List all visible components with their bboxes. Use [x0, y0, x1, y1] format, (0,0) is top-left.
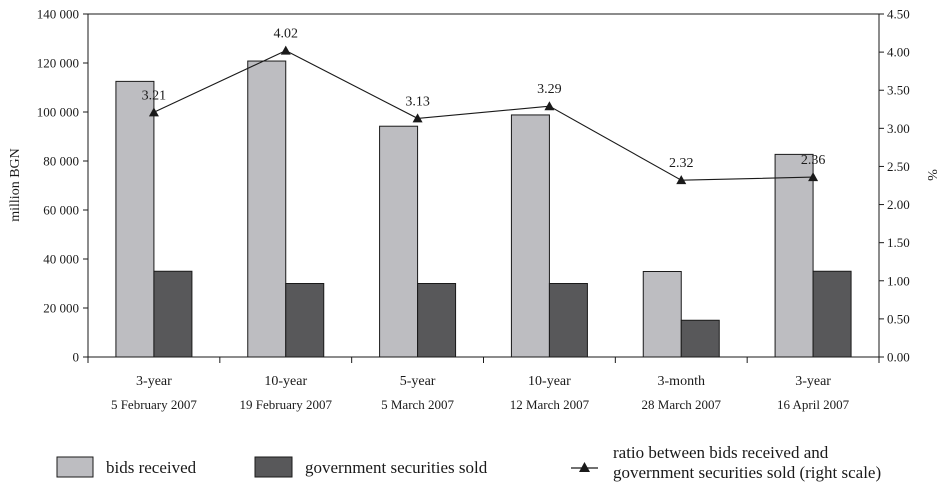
ratio-data-label: 3.21: [142, 88, 167, 103]
bar-bids-received: [510, 114, 550, 358]
category-label-line2: 12 March 2007: [510, 397, 590, 412]
category-label-line1: 3-month: [658, 374, 705, 389]
left-tick-label: 20 000: [43, 301, 79, 316]
ratio-marker: [676, 175, 687, 185]
legend-label-bids-received: bids received: [106, 458, 197, 477]
right-tick-label: 4.50: [887, 7, 910, 22]
left-axis-title: million BGN: [8, 148, 23, 222]
legend-label-securities-sold: government securities sold: [305, 458, 488, 477]
category-label-line2: 5 February 2007: [111, 397, 197, 412]
bar-bids-received: [379, 125, 419, 358]
right-tick-label: 1.00: [887, 273, 910, 288]
left-axis-ticks: 0 20 000 40 000 60 000 80 000 100 000 120 000 1…: [37, 7, 88, 365]
ratio-data-label: 2.36: [801, 153, 826, 168]
category-label-line2: 5 March 2007: [381, 397, 454, 412]
legend-swatch-bids-received: [56, 456, 94, 478]
bar-securities-sold: [680, 319, 720, 358]
bar-securities-sold: [417, 283, 457, 358]
ratio-data-label: 4.02: [274, 27, 299, 42]
category-label-line1: 3-year: [136, 374, 172, 389]
ratio-marker: [544, 101, 555, 111]
category-label-line2: 19 February 2007: [240, 397, 333, 412]
right-tick-label: 3.00: [887, 121, 910, 136]
category-label-line1: 5-year: [400, 374, 436, 389]
bar-bids-received: [774, 153, 814, 358]
right-axis-ticks: 0.00 0.50 1.00 1.50 2.00 2.50 3.00 3.50 4.00 4.50: [879, 7, 910, 365]
category-label-line1: 10-year: [528, 374, 571, 389]
left-tick-label: 140 000: [37, 7, 79, 22]
category-labels: 3-year 5 February 2007 10-year 19 February …: [87, 357, 880, 412]
ratio-marker: [280, 45, 291, 55]
bar-bids-received: [247, 60, 287, 358]
category-label-line1: 10-year: [264, 374, 307, 389]
right-tick-label: 0.00: [887, 350, 910, 365]
legend-label-ratio-line2: government securities sold (right scale): [613, 463, 881, 482]
right-tick-label: 4.00: [887, 45, 910, 60]
left-tick-label: 60 000: [43, 203, 79, 218]
right-tick-label: 2.00: [887, 197, 910, 212]
ratio-line: [153, 49, 814, 181]
ratio-marker: [148, 107, 159, 117]
ratio-data-label: 3.13: [405, 94, 430, 109]
ratio-marker: [808, 172, 819, 182]
right-tick-label: 2.50: [887, 159, 910, 174]
left-tick-label: 80 000: [43, 154, 79, 169]
legend-triangle-marker: [579, 462, 590, 472]
category-label-line2: 28 March 2007: [642, 397, 722, 412]
left-tick-label: 40 000: [43, 252, 79, 267]
left-tick-label: 0: [73, 350, 80, 365]
left-tick-label: 120 000: [37, 56, 79, 71]
bar-securities-sold: [812, 270, 852, 358]
bar-securities-sold: [285, 283, 325, 358]
category-label-line2: 16 April 2007: [777, 397, 850, 412]
left-tick-label: 100 000: [37, 105, 79, 120]
bar-bids-received: [642, 270, 682, 358]
bar-bids-received: [115, 80, 155, 358]
bars-layer: [115, 60, 852, 358]
legend-label-ratio-line1: ratio between bids received and: [613, 443, 829, 462]
legend-swatch-securities-sold: [254, 456, 293, 478]
plot-area-frame: [87, 13, 880, 358]
right-tick-label: 1.50: [887, 235, 910, 250]
bar-securities-sold: [548, 283, 588, 358]
ratio-line-layer: [148, 45, 819, 185]
right-tick-label: 3.50: [887, 83, 910, 98]
right-tick-label: 0.50: [887, 311, 910, 326]
ratio-data-label: 3.29: [537, 82, 562, 97]
category-label-line1: 3-year: [795, 374, 831, 389]
bar-securities-sold: [153, 270, 193, 358]
ratio-marker: [412, 113, 423, 123]
ratio-data-label: 2.32: [669, 156, 694, 171]
right-axis-title: %: [924, 169, 939, 181]
legend: bids received government securities sold…: [56, 443, 881, 482]
ratio-data-labels: 3.21 4.02 3.13 3.29 2.32 2.36: [142, 27, 826, 172]
